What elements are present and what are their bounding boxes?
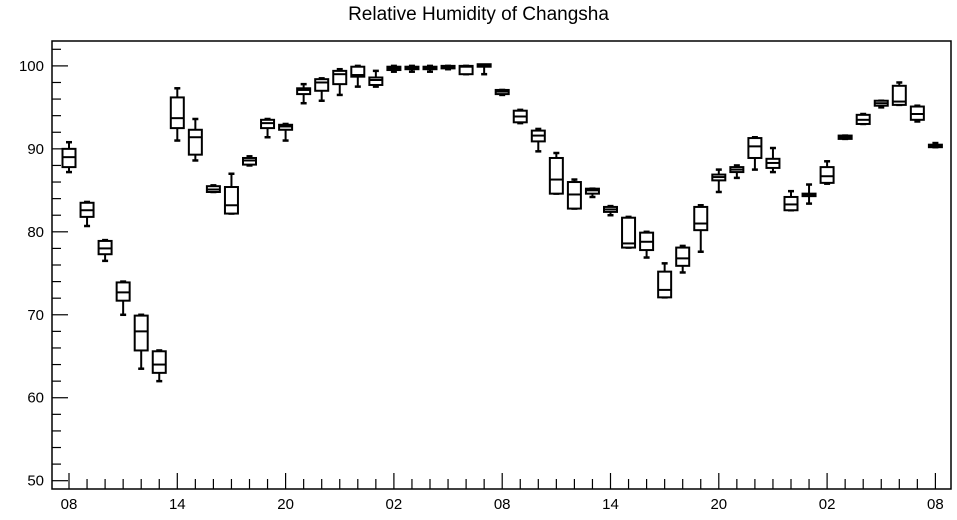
- box-item: [584, 187, 600, 199]
- x-tick-label: 20: [277, 496, 294, 513]
- box-item: [296, 82, 312, 105]
- box-item: [891, 81, 907, 107]
- y-tick-label: 80: [27, 224, 44, 241]
- box-item: [639, 230, 655, 259]
- box-item: [837, 134, 853, 141]
- box-item: [242, 155, 257, 167]
- box-iqr: [819, 166, 835, 184]
- box-item: [548, 151, 564, 195]
- box-item: [79, 200, 95, 228]
- box-iqr: [657, 270, 673, 299]
- box-item: [729, 164, 745, 180]
- box-item: [603, 204, 618, 217]
- box-iqr: [169, 96, 185, 130]
- box-item: [133, 313, 149, 370]
- x-tick-label: 02: [386, 496, 403, 513]
- x-tick-label: 08: [494, 496, 511, 513]
- plot-frame: [51, 40, 952, 490]
- x-tick-label: 08: [61, 496, 78, 513]
- box-item: [693, 204, 709, 253]
- box-item: [476, 63, 492, 76]
- box-item: [855, 112, 871, 126]
- box-item: [368, 69, 384, 88]
- box-item: [873, 99, 889, 109]
- box-item: [260, 117, 276, 139]
- box-item: [621, 215, 637, 249]
- box-iqr: [223, 186, 239, 215]
- y-tick-label: 100: [19, 58, 44, 75]
- box-item: [512, 108, 528, 125]
- y-tick-label: 90: [27, 141, 44, 158]
- x-tick-label: 14: [602, 496, 619, 513]
- box-item: [530, 127, 546, 153]
- box-item: [314, 77, 330, 102]
- box-item: [205, 184, 221, 194]
- box-item: [909, 104, 925, 123]
- axes: 50 60 70 80 90 100 08 14 20 02 08 14 20 02 08: [19, 40, 952, 513]
- box-item: [278, 122, 294, 142]
- box-iqr: [350, 65, 366, 78]
- box-item: [675, 244, 691, 274]
- box-item: [404, 64, 420, 73]
- box-item: [97, 238, 113, 263]
- box-item: [115, 280, 131, 317]
- box-series: [61, 63, 943, 383]
- box-item: [819, 160, 835, 185]
- x-tick-label: 20: [710, 496, 727, 513]
- x-tick-label: 14: [169, 496, 186, 513]
- box-item: [783, 189, 799, 212]
- box-iqr: [151, 350, 167, 374]
- box-iqr: [133, 314, 149, 352]
- box-iqr: [621, 216, 637, 249]
- box-iqr: [675, 246, 691, 267]
- box-iqr: [891, 84, 907, 106]
- box-item: [61, 140, 77, 174]
- box-item: [458, 64, 474, 76]
- box-iqr: [296, 87, 312, 96]
- box-item: [765, 146, 781, 174]
- box-iqr: [368, 76, 384, 86]
- box-item: [747, 135, 763, 171]
- box-item: [440, 64, 456, 71]
- box-iqr: [548, 156, 564, 195]
- box-item: [801, 183, 817, 205]
- box-iqr: [693, 205, 709, 232]
- box-iqr: [187, 128, 203, 156]
- y-tick-label: 60: [27, 390, 44, 407]
- box-item: [386, 64, 402, 73]
- box-item: [657, 262, 673, 299]
- box-item: [566, 178, 582, 210]
- box-item: [927, 141, 943, 149]
- x-tick-label: 02: [819, 496, 836, 513]
- box-iqr: [747, 137, 763, 159]
- box-item: [332, 67, 348, 97]
- box-iqr: [314, 78, 330, 92]
- box-iqr: [332, 69, 348, 86]
- chart-title: Relative Humidity of Changsha: [348, 4, 609, 25]
- box-item: [187, 117, 203, 162]
- box-item: [711, 168, 727, 194]
- y-tick-label: 70: [27, 307, 44, 324]
- box-item: [350, 64, 366, 88]
- box-item: [494, 88, 510, 97]
- y-tick-label: 50: [27, 473, 44, 490]
- box-item: [223, 172, 239, 215]
- box-item: [151, 349, 167, 383]
- box-item: [169, 87, 185, 142]
- box-item: [422, 64, 438, 73]
- x-tick-label: 08: [927, 496, 944, 513]
